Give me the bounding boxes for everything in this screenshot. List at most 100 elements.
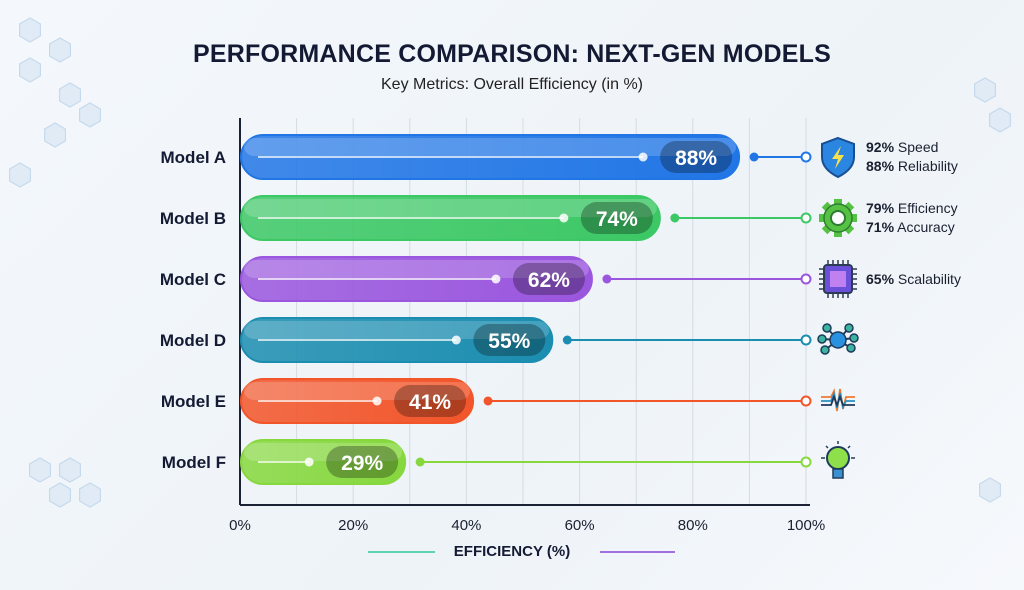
metric-value: 71% [866,219,895,235]
value-badge [580,202,653,234]
decor-hexagon [29,457,51,483]
connector-dot [602,274,612,284]
data-label: 29% [341,452,383,475]
metric-line: 65% Scalability [866,270,961,289]
category-label: Model A [161,148,226,167]
bulb-ray [847,445,851,449]
decor-hexagon [59,457,81,483]
value-badge [512,263,585,295]
bar-highlight [244,382,471,400]
chip-icon [819,260,857,298]
decor-hexagon [49,482,71,508]
decor-hexagon [974,77,996,103]
metric-line: 79% Efficiency [866,199,958,218]
metric-annotation: 92% Speed 88% Reliability [866,138,958,176]
decor-hexagon [79,102,101,128]
network-hub [829,331,847,349]
connector-dot [749,152,759,162]
gear-tooth [834,199,842,207]
chart-subtitle: Key Metrics: Overall Efficiency (in %) [381,76,643,93]
decor-hexagon [979,477,1001,503]
shield-lightning-icon [821,136,855,179]
value-badge [473,324,546,356]
metric-value: 92% [866,139,895,155]
decor-hexagon [9,162,31,188]
data-label: 62% [528,269,570,292]
wave-line [821,394,855,408]
metric-line: 71% Accuracy [866,218,958,237]
value-badge [660,141,733,173]
category-label: Model D [160,331,226,350]
connector-end-dot [800,334,812,346]
metric-annotation: 65% Scalability [866,270,961,289]
metric-name: Efficiency [894,200,958,216]
category-label: Model C [160,270,226,289]
data-label: 55% [488,330,530,353]
bar-inner-dot [304,457,314,467]
decor-hexagon [19,17,41,43]
metric-name: Accuracy [894,219,955,235]
connector-end-dot [800,456,812,468]
network-node [849,333,859,343]
metric-name: Reliability [894,158,958,174]
metric-line: 88% Reliability [866,157,958,176]
value-badge [326,446,399,478]
metric-name: Speed [894,139,939,155]
waveform-icon [821,388,855,412]
connector-end-dot [800,151,812,163]
connector-dot [562,335,572,345]
value-badge [394,385,467,417]
network-node [846,343,856,353]
category-label: Model B [160,209,226,228]
gear-hole [830,210,846,226]
metric-value: 65% [866,270,895,287]
bar-highlight [244,260,589,278]
bar-inner-dot [638,152,648,162]
gear-tooth [834,229,842,237]
connector-end-dot [800,273,812,285]
network-node [822,323,832,333]
network-node [817,334,827,344]
metric-name: Scalability [894,270,961,287]
bar [240,439,407,485]
decor-hexagon [79,482,101,508]
decor-hexagon [989,107,1011,133]
x-tick-label: 60% [565,517,595,534]
data-label: 41% [409,391,451,414]
gear-icon [819,199,857,237]
lightning-shape [832,146,844,169]
bar-highlight [244,199,657,217]
metric-line: 92% Speed [866,138,958,157]
bulb-base [832,468,844,479]
decor-hexagon [59,82,81,108]
network-node [844,323,854,333]
x-tick-label: 20% [338,517,368,534]
category-label: Model E [161,392,226,411]
chart-title: PERFORMANCE COMPARISON: NEXT-GEN MODELS [193,40,831,68]
bar-highlight [244,321,550,339]
x-tick-label: 40% [451,517,481,534]
connector-dot [483,396,493,406]
lightbulb-icon [821,441,855,479]
metric-value: 88% [866,158,895,174]
x-tick-label: 0% [229,517,251,534]
decor-hexagon [49,37,71,63]
bar-inner-dot [451,335,461,345]
data-label: 74% [596,208,638,231]
decor-hexagon [44,122,66,148]
connector-dot [670,213,680,223]
x-tick-label: 80% [678,517,708,534]
decor-hexagon [19,57,41,83]
chip-core [830,271,846,287]
bar-inner-dot [372,396,382,406]
x-tick-label: 100% [787,517,825,534]
connector-dot [415,457,425,467]
bulb-glass [826,446,850,470]
bar-inner-dot [559,213,569,223]
bar-inner-dot [491,274,501,284]
network-node [820,345,830,355]
connector-end-dot [800,212,812,224]
bulb-ray [825,445,829,449]
category-label: Model F [162,453,226,472]
bar-highlight [244,138,737,156]
